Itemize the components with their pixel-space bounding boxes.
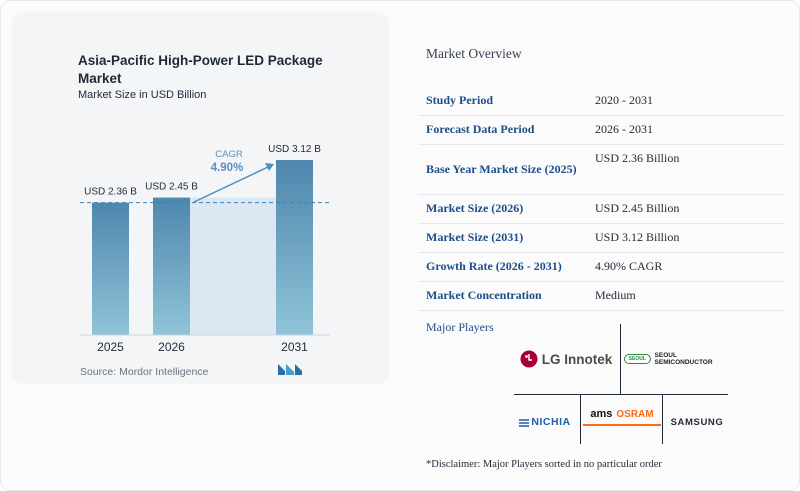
osram-wordmark: OSRAM (616, 408, 654, 420)
overview-table: Study Period 2020 - 2031 Forecast Data P… (418, 86, 784, 311)
osram-underline (583, 424, 661, 426)
x-tick-label: 2025 (97, 340, 124, 354)
table-row: Market Size (2026) USD 2.45 Billion (418, 194, 784, 224)
cagr-arrowhead (265, 163, 274, 171)
lg-innotek-wordmark: LG Innotek (541, 351, 613, 367)
row-value: 2026 - 2031 (587, 115, 784, 145)
bar-data-label: USD 2.45 B (145, 182, 198, 193)
table-row: Forecast Data Period 2026 - 2031 (418, 115, 784, 145)
row-value: USD 2.36 Billion (587, 144, 784, 195)
row-key: Market Size (2026) (418, 194, 587, 224)
ams-wordmark: ams (590, 408, 613, 420)
table-row: Growth Rate (2026 - 2031) 4.90% CAGR (418, 252, 784, 282)
bar-chart: USD 2.36 B 2025 USD 2.45 B 2026 USD 3.12 B 20… (80, 144, 330, 354)
row-key: Growth Rate (2026 - 2031) (418, 252, 587, 282)
overview-title: Market Overview (426, 46, 522, 61)
seoul-semiconductor-logo: SEOUL SEOUL SEMICONDUCTOR (624, 350, 732, 368)
row-key: Market Size (2031) (418, 223, 587, 253)
logo-divider (580, 394, 581, 444)
table-row: Study Period 2020 - 2031 (418, 86, 784, 116)
nichia-wordmark: NICHIA (531, 416, 571, 428)
lg-circle-icon (520, 350, 538, 368)
nichia-mark-icon (519, 419, 530, 427)
cagr-value: 4.90% (211, 162, 244, 174)
ams-osram-logo: ams OSRAM (583, 404, 661, 424)
row-value: Medium (587, 281, 784, 311)
cagr-label: CAGR (215, 149, 243, 160)
x-tick-label: 2031 (281, 340, 308, 354)
table-row: Market Concentration Medium (418, 281, 784, 311)
row-value: 4.90% CAGR (587, 252, 784, 282)
source-note: Source: Mordor Intelligence (80, 366, 209, 378)
table-row: Base Year Market Size (2025) USD 2.36 Bi… (418, 144, 784, 195)
bar (276, 160, 313, 335)
chart-title: Asia-Pacific High-Power LED Package Mark… (78, 53, 323, 86)
major-players-title: Major Players (426, 320, 494, 334)
cagr-band (190, 197, 276, 335)
disclaimer-note: *Disclaimer: Major Players sorted in no … (426, 459, 662, 470)
row-value: USD 3.12 Billion (587, 223, 784, 253)
logo-divider (662, 394, 663, 444)
seoul-badge-icon: SEOUL (624, 354, 651, 364)
row-value: USD 2.45 Billion (587, 194, 784, 224)
row-key: Market Concentration (418, 281, 587, 311)
row-value: 2020 - 2031 (587, 86, 784, 116)
row-key: Forecast Data Period (418, 115, 587, 145)
nichia-logo: NICHIA (512, 413, 578, 431)
cagr-arrow (193, 166, 269, 203)
x-tick-label: 2026 (158, 340, 185, 354)
bar (92, 202, 129, 335)
bar-data-label: USD 3.12 B (268, 144, 321, 155)
table-row: Market Size (2031) USD 3.12 Billion (418, 223, 784, 253)
logo-divider (620, 324, 621, 394)
bar-data-label: USD 2.36 B (84, 187, 137, 198)
mordor-logo-icon (278, 364, 302, 375)
samsung-logo: SAMSUNG (664, 413, 730, 431)
samsung-wordmark: SAMSUNG (670, 416, 724, 428)
row-key: Study Period (418, 86, 587, 116)
seoul-semiconductor-wordmark: SEOUL SEMICONDUCTOR (654, 352, 713, 366)
logo-divider (514, 394, 728, 395)
row-key: Base Year Market Size (2025) (418, 144, 587, 195)
chart-subtitle: Market Size in USD Billion (78, 89, 207, 101)
bar (153, 197, 190, 335)
lg-innotek-logo: LG Innotek (514, 346, 618, 372)
